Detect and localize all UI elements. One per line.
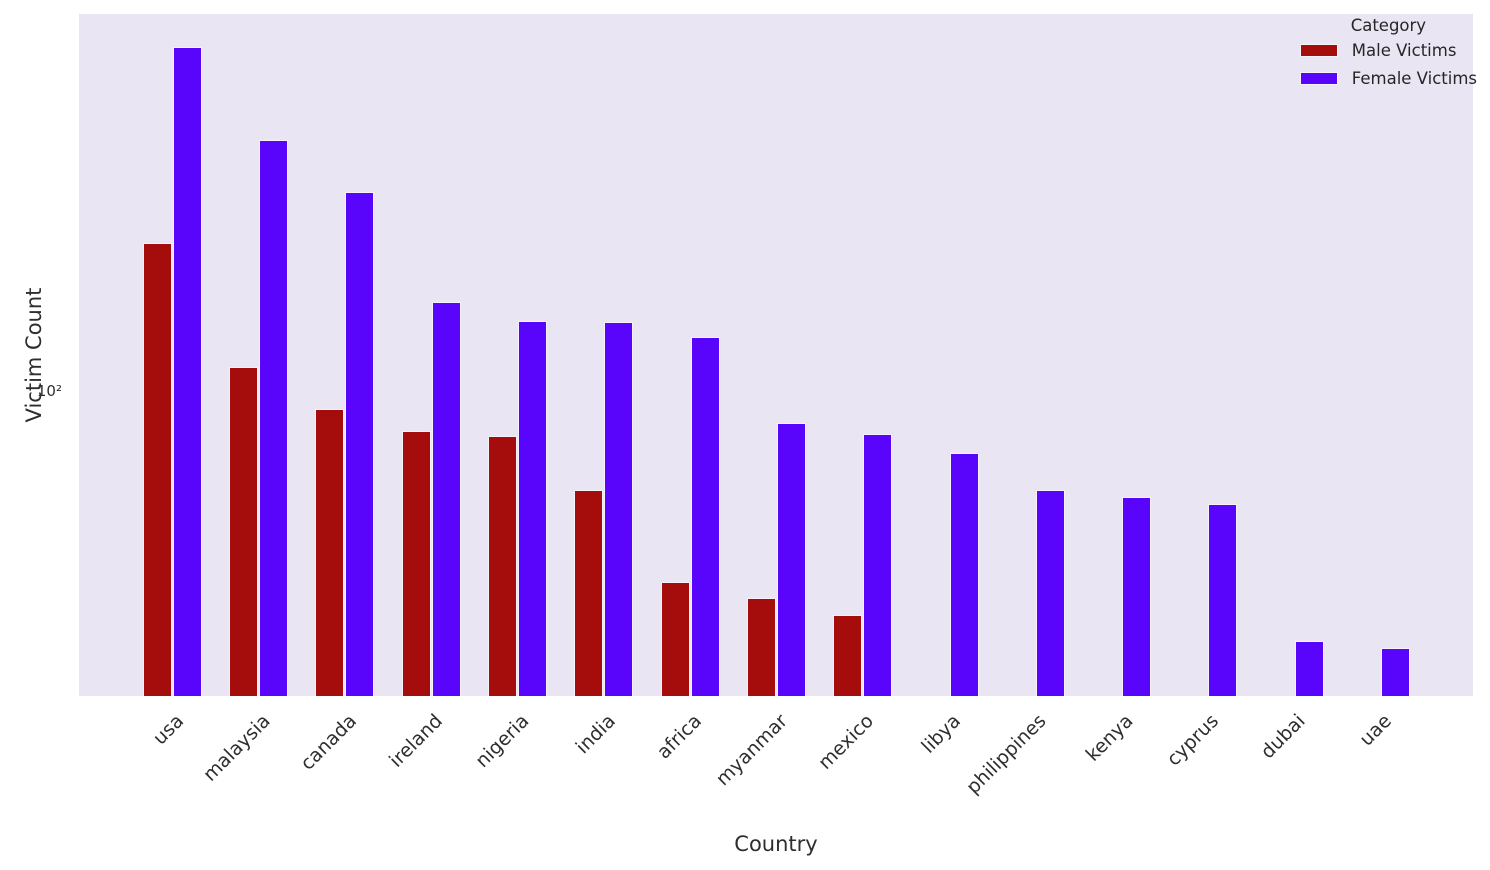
bar-female-uae (1381, 648, 1410, 696)
x-tick-label-india: india (571, 710, 620, 759)
legend-swatch-female-victims (1299, 72, 1338, 85)
bar-female-cyprus (1208, 503, 1238, 696)
bar-male-malaysia (229, 366, 259, 696)
x-axis-label: Country (734, 832, 818, 856)
bar-male-usa (142, 243, 172, 696)
x-tick-label-philippines: philippines (962, 710, 1051, 799)
bar-female-kenya (1122, 496, 1152, 696)
bar-male-mexico (833, 615, 863, 696)
legend-label-male-victims: Male Victims (1351, 41, 1457, 60)
legend-label-female-victims: Female Victims (1351, 69, 1477, 88)
y-axis-label: Victim Count (22, 287, 46, 423)
bar-male-india (574, 489, 604, 696)
x-tick-label-kenya: kenya (1081, 710, 1138, 766)
legend-item-female-victims: Female Victims (1299, 69, 1477, 88)
x-tick-label-dubai: dubai (1256, 710, 1310, 764)
x-tick-label-libya: libya (916, 710, 965, 758)
x-tick-label-uae: uae (1355, 710, 1397, 751)
bar-female-africa (690, 336, 720, 696)
bar-male-canada (315, 408, 345, 696)
bar-female-ireland (431, 301, 461, 696)
x-tick-label-myanmar: myanmar (711, 710, 793, 791)
bar-female-myanmar (776, 423, 806, 696)
bar-female-dubai (1294, 641, 1324, 696)
legend: Category Male Victims Female Victims (1299, 16, 1477, 97)
x-tick-label-cyprus: cyprus (1163, 710, 1224, 771)
bar-female-usa (172, 47, 202, 696)
x-tick-label-canada: canada (295, 710, 361, 775)
bar-female-mexico (863, 433, 893, 696)
x-tick-label-usa: usa (148, 710, 188, 750)
legend-swatch-male-victims (1299, 44, 1338, 57)
x-tick-label-africa: africa (652, 710, 706, 764)
plot-area (79, 14, 1473, 696)
bar-female-nigeria (518, 320, 548, 696)
bar-female-malaysia (259, 139, 289, 696)
bar-female-canada (345, 191, 375, 696)
y-tick-label-100: 10² (36, 382, 62, 400)
legend-title: Category (1350, 16, 1427, 35)
x-tick-label-nigeria: nigeria (471, 710, 534, 773)
bar-female-philippines (1035, 489, 1065, 696)
x-tick-label-malaysia: malaysia (198, 710, 275, 786)
x-tick-label-ireland: ireland (385, 710, 447, 772)
bar-male-myanmar (746, 597, 776, 696)
bar-male-ireland (401, 430, 431, 696)
bar-male-africa (660, 581, 690, 696)
bar-male-nigeria (488, 436, 518, 696)
bar-female-libya (949, 452, 979, 696)
x-tick-label-mexico: mexico (814, 710, 879, 774)
bar-female-india (604, 322, 634, 696)
legend-item-male-victims: Male Victims (1299, 41, 1477, 60)
